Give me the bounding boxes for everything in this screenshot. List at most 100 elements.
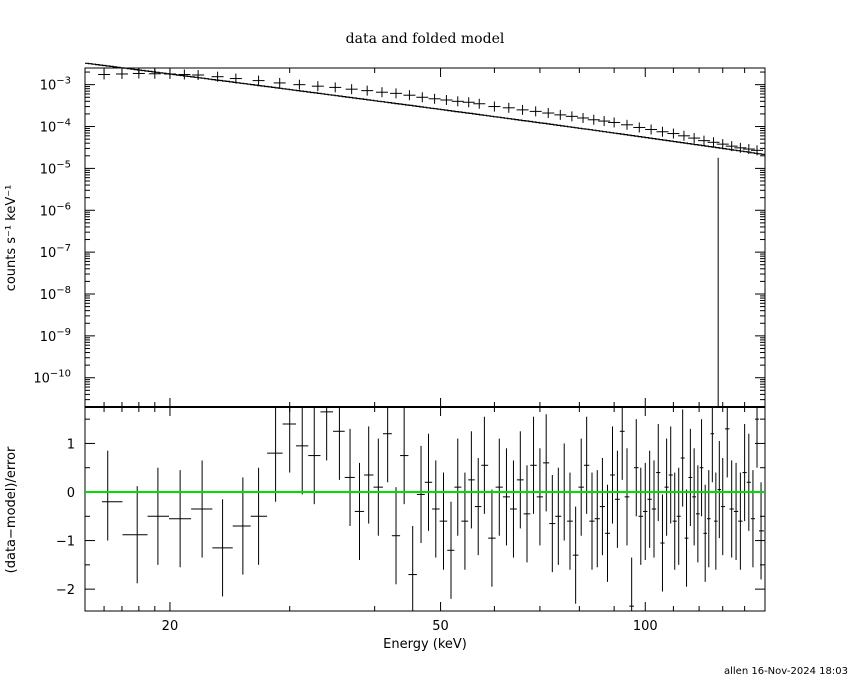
data-point bbox=[132, 68, 145, 79]
top-y-tick-label: 10−5 bbox=[40, 159, 71, 177]
data-point bbox=[451, 96, 464, 107]
residual-point bbox=[344, 428, 355, 526]
residual-point bbox=[733, 462, 739, 560]
data-point bbox=[252, 75, 265, 86]
residual-point bbox=[530, 416, 537, 514]
data-point bbox=[293, 79, 306, 90]
residual-point bbox=[572, 506, 579, 604]
top-y-axis-label: counts s⁻¹ keV⁻¹ bbox=[4, 185, 19, 292]
residual-point bbox=[738, 472, 743, 570]
residual-point bbox=[643, 462, 648, 560]
data-point bbox=[697, 135, 710, 146]
residual-point bbox=[447, 501, 455, 599]
data-point bbox=[229, 73, 242, 84]
residual-point bbox=[594, 470, 600, 568]
residual-point bbox=[416, 445, 425, 543]
top-plot-frame bbox=[84, 67, 766, 408]
residual-point bbox=[680, 409, 685, 507]
data-point bbox=[656, 126, 669, 137]
residual-point bbox=[651, 460, 657, 558]
data-point bbox=[115, 68, 128, 79]
data-point bbox=[725, 141, 738, 152]
data-point bbox=[473, 98, 486, 109]
residual-points bbox=[101, 407, 764, 611]
data-point bbox=[403, 90, 416, 101]
data-point bbox=[516, 104, 529, 115]
top-y-tick-label: 10−8 bbox=[40, 285, 71, 303]
data-point bbox=[428, 93, 441, 104]
residual-point bbox=[629, 557, 634, 611]
bottom-y-axis-label: (data−model)/error bbox=[4, 446, 19, 573]
footer-stamp: allen 16-Nov-2024 18:03 bbox=[724, 666, 848, 677]
residual-point bbox=[721, 458, 725, 556]
residual-point bbox=[699, 419, 704, 517]
residual-point bbox=[364, 426, 374, 524]
x-tick-label: 100 bbox=[633, 619, 658, 634]
data-point bbox=[273, 77, 286, 88]
residual-point bbox=[536, 448, 544, 546]
residual-point bbox=[614, 450, 620, 548]
residual-point bbox=[656, 424, 661, 522]
residual-point bbox=[672, 472, 677, 570]
residual-point bbox=[714, 472, 718, 570]
data-point bbox=[688, 133, 701, 144]
residual-point bbox=[495, 438, 503, 536]
residual-point bbox=[647, 450, 652, 548]
top-y-tick-label: 10−3 bbox=[40, 76, 71, 94]
data-point bbox=[329, 82, 342, 93]
residual-point bbox=[488, 489, 496, 587]
residual-point bbox=[333, 407, 345, 480]
data-point bbox=[375, 87, 388, 98]
residual-point bbox=[567, 472, 573, 570]
top-panel: 10−3 10−4 10−5 10−6 10−7 10−8 10−9 10−10 bbox=[33, 62, 766, 408]
data-point bbox=[163, 68, 176, 79]
residual-point bbox=[147, 467, 170, 565]
top-y-tick-label: 10−9 bbox=[40, 327, 71, 345]
data-point bbox=[742, 144, 755, 155]
data-point bbox=[462, 97, 475, 108]
residual-point bbox=[578, 438, 584, 536]
residual-point bbox=[474, 458, 482, 556]
top-y-tick-label: 10−7 bbox=[40, 243, 71, 261]
residual-point bbox=[432, 460, 440, 558]
residual-point bbox=[676, 467, 681, 565]
bottom-y-tick-label: −1 bbox=[56, 535, 75, 550]
residual-point bbox=[664, 438, 669, 536]
residual-point bbox=[604, 484, 611, 582]
chart-title: data and folded model bbox=[346, 31, 505, 47]
data-point bbox=[734, 142, 747, 153]
data-point bbox=[148, 68, 161, 79]
top-y-tick-label: 10−6 bbox=[40, 201, 71, 219]
residual-point bbox=[391, 487, 401, 585]
residual-point bbox=[101, 450, 123, 541]
data-point bbox=[529, 106, 542, 117]
residual-point bbox=[746, 433, 751, 531]
residual-point bbox=[250, 467, 268, 565]
residual-point bbox=[509, 460, 517, 558]
residual-point bbox=[439, 472, 448, 570]
residual-point bbox=[516, 431, 524, 529]
residual-point bbox=[742, 424, 747, 522]
residual-point bbox=[633, 419, 639, 517]
residual-point bbox=[589, 472, 595, 570]
data-point bbox=[620, 119, 633, 130]
residual-point bbox=[706, 470, 711, 568]
residual-point bbox=[454, 438, 462, 536]
data-point bbox=[677, 130, 690, 141]
data-point bbox=[707, 137, 720, 148]
bottom-y-tick-label: 1 bbox=[67, 437, 75, 452]
residual-point bbox=[267, 407, 283, 502]
residual-point bbox=[555, 467, 562, 565]
residual-point bbox=[382, 407, 392, 483]
data-point bbox=[751, 145, 764, 156]
x-axis-label: Energy (keV) bbox=[383, 637, 467, 652]
x-tick-label: 50 bbox=[432, 619, 449, 634]
residual-point bbox=[122, 486, 148, 584]
residual-point bbox=[461, 472, 469, 570]
data-point bbox=[598, 116, 611, 127]
residual-point bbox=[583, 416, 590, 514]
residual-point bbox=[502, 448, 510, 546]
residual-point bbox=[703, 484, 707, 582]
residual-point bbox=[543, 414, 550, 512]
residual-point bbox=[729, 460, 734, 558]
